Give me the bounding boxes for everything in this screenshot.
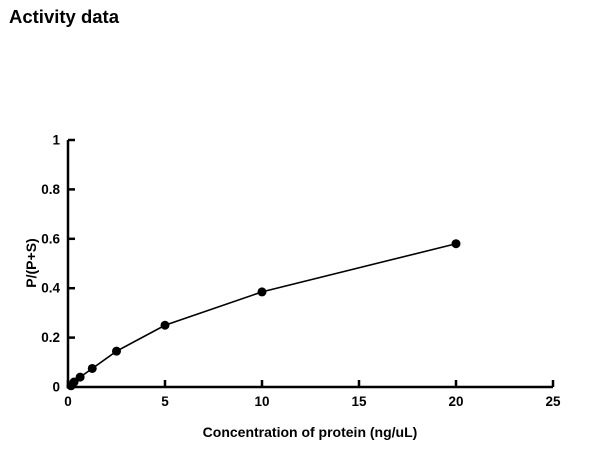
x-tick-label: 10 (254, 394, 269, 409)
x-tick-label: 25 (545, 394, 561, 409)
x-axis-label: Concentration of protein (ng/uL) (203, 424, 418, 440)
data-line (70, 242, 457, 387)
x-tick-label: 20 (448, 394, 463, 409)
data-point (69, 377, 79, 387)
data-point (257, 287, 267, 297)
y-tick-label: 1 (52, 133, 60, 148)
x-tick-label: 0 (64, 394, 72, 409)
data-point (160, 320, 170, 330)
x-tick-label: 15 (351, 394, 367, 409)
data-point (87, 363, 97, 373)
plot-layer: 0 5 10 15 20 25 0 0.2 0.4 0.6 0.8 1 (41, 133, 561, 410)
data-point (112, 346, 121, 356)
y-tick-label: 0.6 (41, 231, 60, 246)
x-tick-label: 5 (161, 394, 169, 409)
data-point (451, 239, 461, 249)
y-tick-label: 0.4 (41, 281, 60, 296)
page-title: Activity data (9, 6, 120, 27)
y-tick-label: 0 (52, 380, 60, 395)
y-tick-label: 0.2 (41, 330, 60, 345)
y-axis-label: P/(P+S) (23, 238, 39, 287)
data-point (75, 372, 85, 382)
y-tick-label: 0.8 (41, 182, 60, 197)
